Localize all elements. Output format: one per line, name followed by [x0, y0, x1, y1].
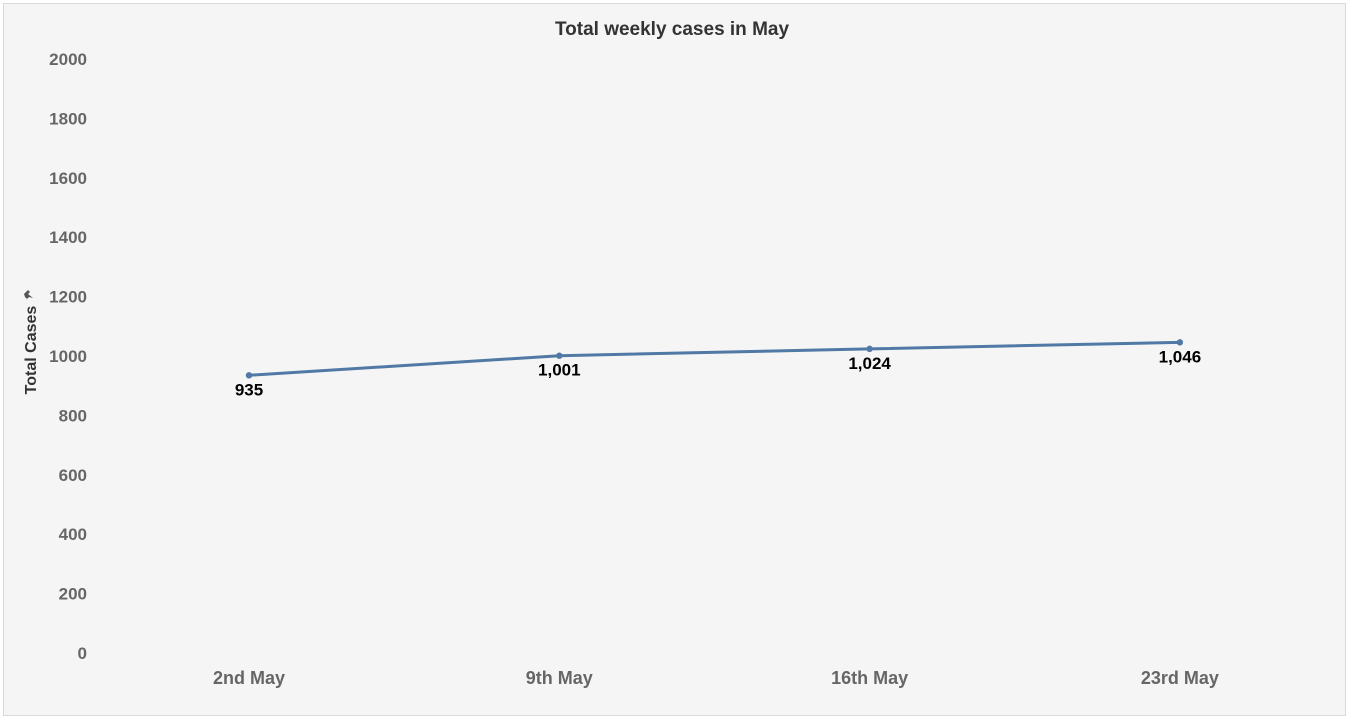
x-tick-label: 9th May: [526, 668, 593, 688]
y-tick-label: 600: [59, 466, 87, 485]
y-tick-label: 1400: [49, 228, 87, 247]
x-tick-label: 23rd May: [1141, 668, 1219, 688]
x-tick-label: 2nd May: [213, 668, 285, 688]
y-axis-label-group: Total Cases: [23, 306, 40, 395]
data-point[interactable]: [1176, 339, 1184, 346]
data-point[interactable]: [866, 345, 873, 353]
data-label: 935: [235, 380, 263, 399]
data-point[interactable]: [556, 352, 563, 359]
y-tick-label: 2000: [49, 50, 87, 69]
y-axis-ticks: 0 200 400 600 800 1000 1200 1400 1600 1800 2000: [49, 50, 87, 663]
y-tick-label: 1000: [49, 347, 87, 366]
chart-title: Total weekly cases in May: [555, 19, 790, 40]
data-label: 1,024: [848, 354, 891, 373]
x-tick-label: 16th May: [831, 668, 908, 688]
y-tick-label: 1600: [49, 169, 87, 188]
chart-frame: [3, 3, 1346, 716]
y-tick-label: 1800: [49, 109, 87, 128]
y-tick-label: 200: [59, 585, 87, 604]
data-point[interactable]: [245, 372, 253, 379]
y-tick-label: 1200: [49, 288, 87, 307]
pin-icon[interactable]: [24, 290, 33, 299]
y-axis-label: Total Cases: [23, 306, 40, 395]
data-label: 1,046: [1159, 347, 1202, 366]
y-tick-label: 0: [78, 644, 87, 663]
y-tick-label: 400: [59, 525, 87, 544]
data-label: 1,001: [538, 361, 581, 380]
series-line-group: 935 1,001 1,024 1,046: [235, 339, 1201, 399]
x-axis-ticks: 2nd May 9th May 16th May 23rd May: [213, 668, 1219, 688]
y-tick-label: 800: [59, 406, 87, 425]
series-line: [248, 340, 1180, 377]
